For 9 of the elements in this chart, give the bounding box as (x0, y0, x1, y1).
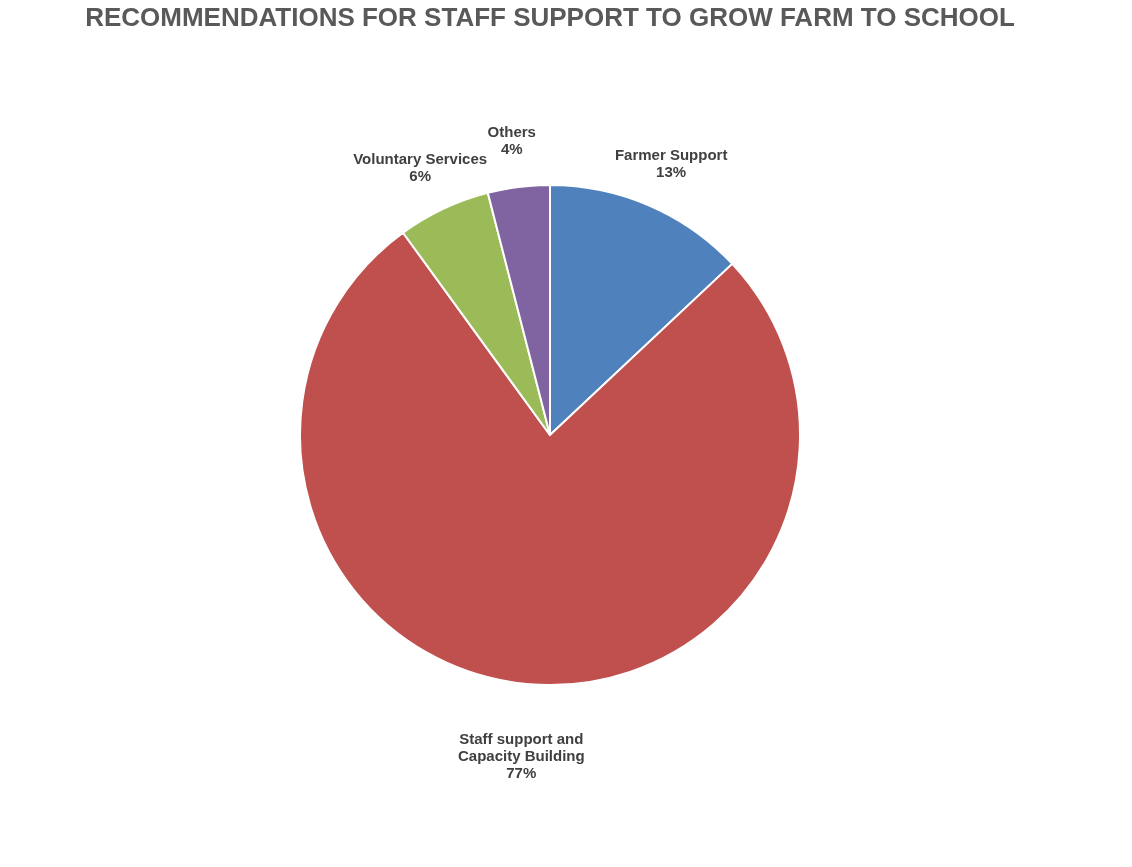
data-label: 13% (656, 163, 687, 181)
data-label: 77% (506, 763, 537, 781)
slice-label: Farmer Support (614, 146, 728, 164)
chart-title: RECOMMENDATIONS FOR STAFF SUPPORT TO GROW FARM TO SCHOOL (85, 2, 1015, 32)
slice-label: Voluntary Services (353, 150, 488, 168)
data-label: 6% (409, 167, 431, 185)
slice-label: Staff support and Capacity Building (457, 729, 585, 764)
data-label: 4% (500, 140, 523, 158)
slice-label: Others (487, 123, 536, 141)
